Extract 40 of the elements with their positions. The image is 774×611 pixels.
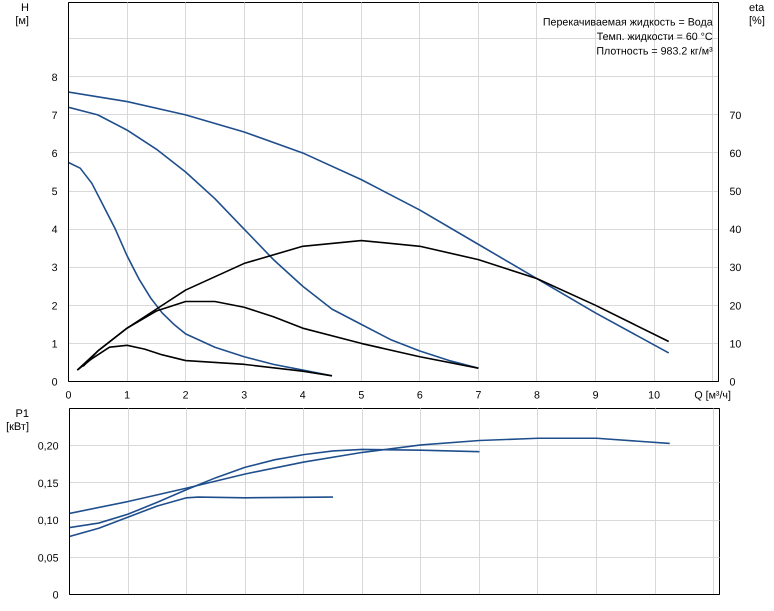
y-tick-label: 2 (52, 300, 58, 312)
x-tick-label: 9 (592, 390, 599, 402)
y2-tick-label: 70 (730, 110, 742, 122)
y-axis-title: H [м] (15, 2, 29, 28)
y-tick-label: 0 (52, 376, 58, 388)
y2-tick-label: 10 (730, 338, 742, 350)
y-tick-label: 1 (52, 338, 58, 350)
x-tick-label: 6 (416, 390, 423, 402)
x-tick-label: 0 (66, 390, 72, 402)
annotation: Темп. жидкости = 60 °C (596, 30, 713, 43)
y-tick-label: 0,10 (38, 515, 59, 528)
y2-tick-label: 60 (730, 148, 742, 160)
y-tick-label: 4 (52, 224, 58, 236)
y-tick-label: 7 (52, 110, 58, 122)
y-tick-label: 5 (52, 186, 58, 198)
y-tick-label: 3 (52, 262, 58, 274)
y-tick-label: 0,15 (38, 478, 59, 490)
x-tick-label: 8 (534, 390, 540, 402)
y-tick-label: 0,05 (38, 552, 59, 564)
x-tick-label: 10 (648, 390, 660, 402)
y2-tick-label: 40 (730, 224, 742, 236)
x-tick-label: 3 (241, 390, 248, 402)
x-tick-label: 7 (475, 390, 482, 402)
annotation: Плотность = 983.2 кг/м³ (596, 45, 714, 58)
x-tick-label: 1 (124, 390, 130, 402)
y-tick-label: 0,20 (38, 440, 59, 453)
x-tick-label: 4 (300, 390, 306, 402)
y2-axis-title: eta [%] (749, 2, 765, 28)
y-tick-label: 8 (52, 72, 58, 84)
x-tick-label: 2 (182, 390, 189, 402)
x-tick-label: 5 (358, 390, 364, 402)
y2-tick-label: 20 (730, 300, 742, 312)
y-tick-label: 0 (52, 590, 59, 602)
annotation: Перекачиваемая жидкость = Вода (542, 16, 713, 28)
x-axis-title: Q [м³/ч] (694, 390, 731, 402)
y-tick-label: 6 (52, 148, 58, 160)
y2-tick-label: 0 (730, 376, 736, 388)
y-axis-title: P1 [кВт] (6, 408, 29, 434)
y2-tick-label: 50 (730, 186, 742, 198)
y2-tick-label: 30 (730, 262, 742, 274)
